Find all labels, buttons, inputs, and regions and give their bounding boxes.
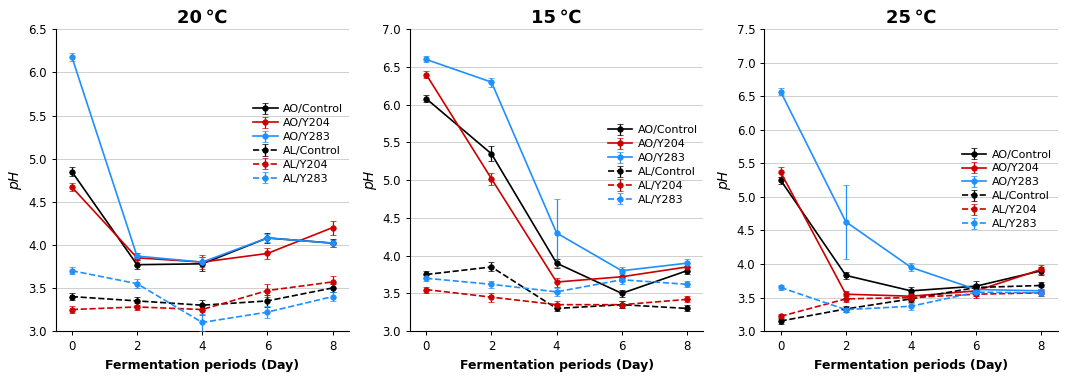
Title: 15 ℃: 15 ℃ [532, 8, 582, 26]
Legend: AO/Control, AO/Y204, AO/Y283, AL/Control, AL/Y204, AL/Y283: AO/Control, AO/Y204, AO/Y283, AL/Control… [957, 145, 1056, 233]
Title: 25 ℃: 25 ℃ [886, 8, 936, 26]
Title: 20 ℃: 20 ℃ [177, 8, 227, 26]
Y-axis label: pH: pH [362, 171, 376, 190]
X-axis label: Fermentation periods (Day): Fermentation periods (Day) [106, 359, 300, 372]
Legend: AO/Control, AO/Y204, AO/Y283, AL/Control, AL/Y204, AL/Y283: AO/Control, AO/Y204, AO/Y283, AL/Control… [603, 121, 702, 209]
Y-axis label: pH: pH [9, 171, 22, 190]
Y-axis label: pH: pH [717, 171, 731, 190]
X-axis label: Fermentation periods (Day): Fermentation periods (Day) [459, 359, 653, 372]
Legend: AO/Control, AO/Y204, AO/Y283, AL/Control, AL/Y204, AL/Y283: AO/Control, AO/Y204, AO/Y283, AL/Control… [248, 100, 348, 188]
X-axis label: Fermentation periods (Day): Fermentation periods (Day) [814, 359, 1008, 372]
